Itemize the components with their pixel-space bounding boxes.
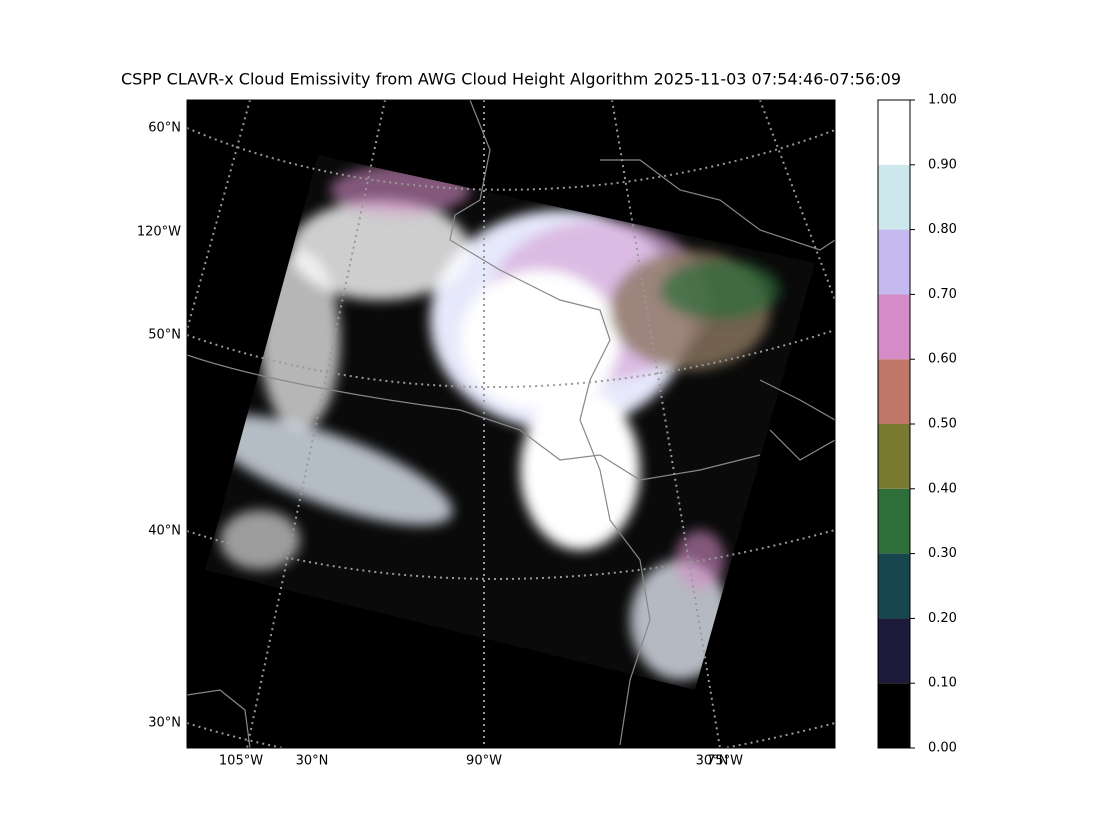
colorbar-segment (878, 488, 910, 554)
colorbar-segment (878, 164, 910, 230)
colorbar-tick-label: 0.60 (928, 352, 957, 367)
colorbar-tick-label: 0.20 (928, 611, 957, 626)
coastline (449, 100, 651, 746)
colorbar-segment (878, 100, 910, 165)
coastline (759, 379, 835, 461)
colorbar-segment (878, 683, 910, 748)
colorbar-tick-label: 0.50 (928, 417, 957, 432)
lon-label: 90°W (466, 754, 502, 769)
graticule (187, 127, 835, 191)
graticule (246, 100, 386, 748)
colorbar: 0.00 0.10 0.20 0.30 0.40 0.50 0.60 0.70 0.80 0.90… (877, 93, 957, 756)
colorbar-tick-label: 0.80 (928, 222, 957, 237)
graticule (187, 329, 835, 388)
colorbar-tick-label: 0.30 (928, 546, 957, 561)
lat-label: 30°N (148, 716, 181, 731)
graticule (611, 100, 721, 748)
colorbar-tick-label: 0.40 (928, 481, 957, 496)
lon-label: 30°N (296, 754, 329, 769)
graticule (187, 100, 251, 331)
colorbar-segment (878, 424, 910, 489)
coastline (187, 689, 251, 748)
colorbar-segment (878, 229, 910, 295)
lon-label: 75°W (707, 754, 743, 769)
lat-label: 50°N (148, 328, 181, 343)
map-frame (186, 99, 836, 749)
lat-label: 40°N (148, 524, 181, 539)
lon-label: 105°W (219, 754, 263, 769)
colorbar-tick-label: 0.70 (928, 287, 957, 302)
coastline (600, 159, 835, 251)
border (187, 354, 761, 481)
colorbar-segment (878, 553, 910, 619)
colorbar-tick-label: 0.10 (928, 676, 957, 691)
title: CSPP CLAVR-x Cloud Emissivity from AWG C… (121, 70, 901, 89)
lat-label: 60°N (148, 121, 181, 136)
colorbar-tick-label: 0.90 (928, 157, 957, 172)
lon-label: 30°N (696, 754, 729, 769)
colorbar-tick-label: 0.00 (928, 741, 957, 756)
cloud-imagery (205, 155, 815, 690)
colorbar-segment (878, 618, 910, 684)
colorbar-segment (878, 359, 910, 424)
colorbar-segment (878, 294, 910, 360)
colorbar-tick-label: 1.00 (928, 93, 957, 108)
lat-label: 120°W (137, 225, 181, 240)
map (187, 100, 835, 748)
